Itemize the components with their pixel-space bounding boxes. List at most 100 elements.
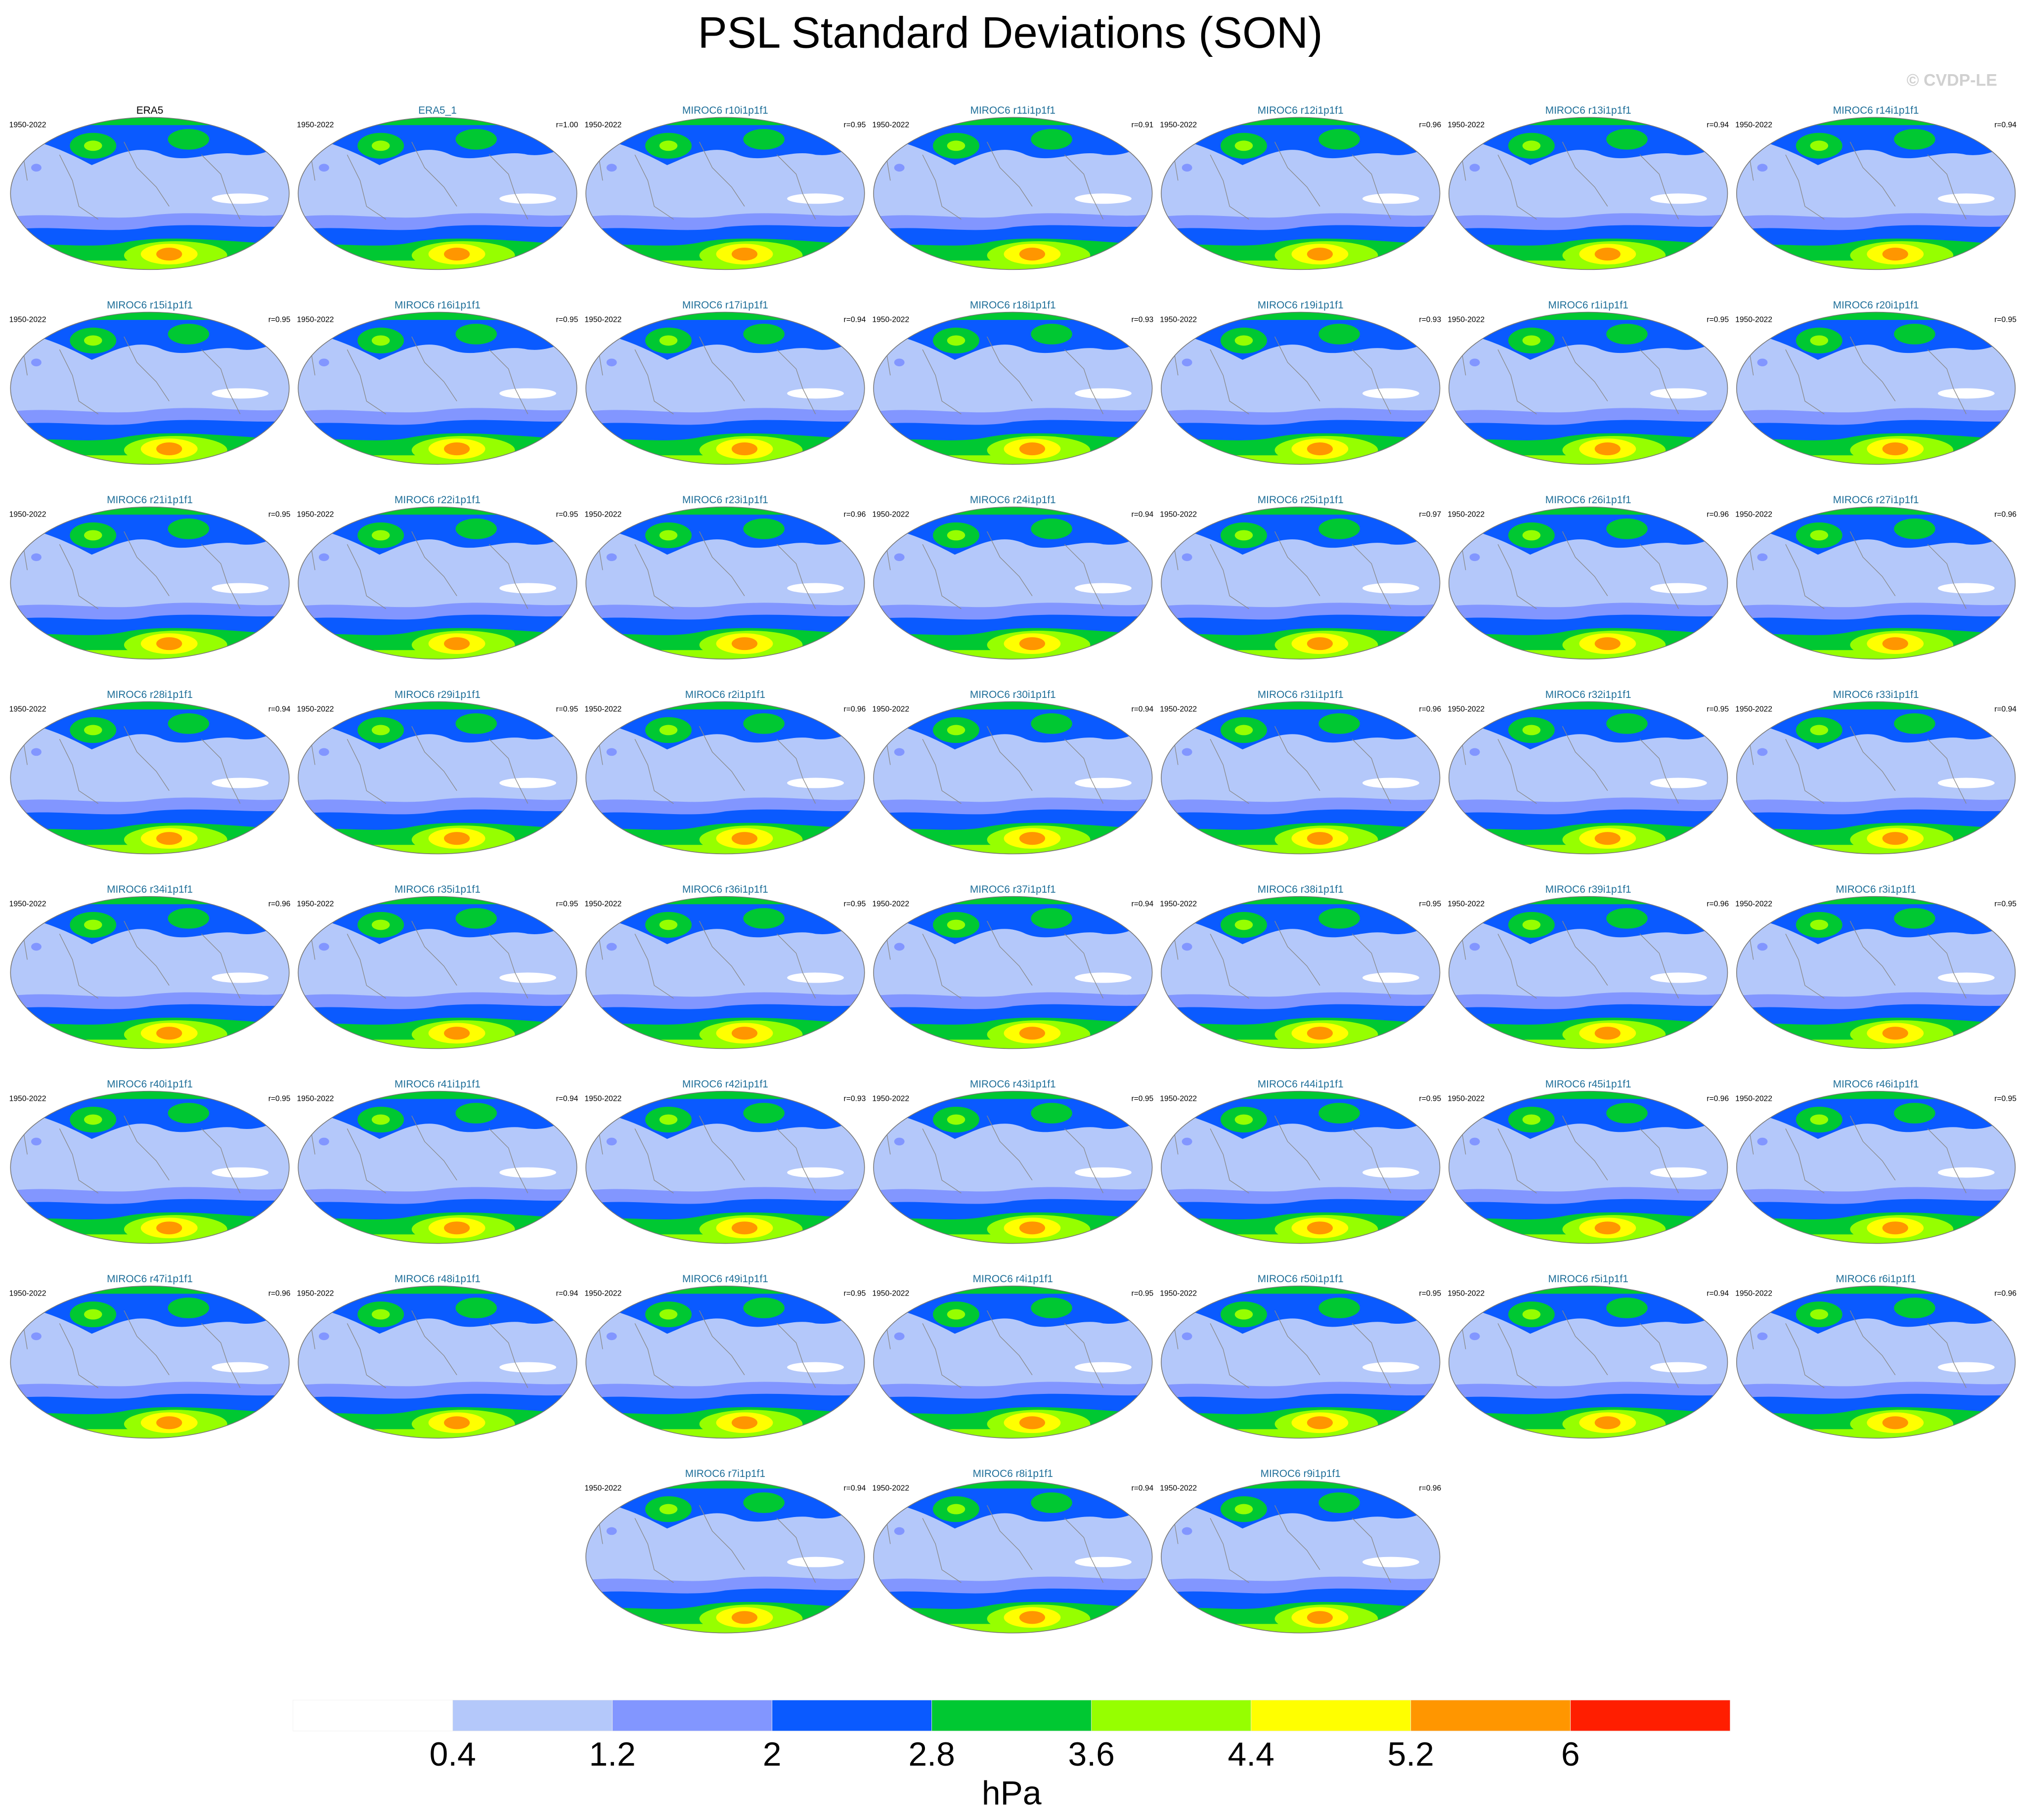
map — [1737, 1286, 2016, 1440]
panel-period: 1950-2022 — [1735, 705, 1772, 713]
panel: MIROC6 r24i1p1f1 1950-2022 r=0.94 — [872, 494, 1154, 660]
panel: MIROC6 r27i1p1f1 1950-2022 r=0.96 — [1735, 494, 2017, 660]
panel-period: 1950-2022 — [1160, 705, 1197, 713]
map — [1161, 1481, 1440, 1635]
map — [1737, 507, 2016, 661]
map — [10, 507, 289, 661]
panel-title: MIROC6 r48i1p1f1 — [395, 1273, 481, 1285]
panel: MIROC6 r40i1p1f1 1950-2022 r=0.95 — [9, 1079, 291, 1245]
panel-title: MIROC6 r9i1p1f1 — [1261, 1468, 1341, 1479]
panel-title: MIROC6 r47i1p1f1 — [107, 1273, 193, 1285]
map — [10, 897, 289, 1050]
map — [298, 507, 577, 661]
panel-r: r=0.96 — [1994, 510, 2017, 519]
panel-r: r=0.95 — [268, 315, 291, 324]
panel-period: 1950-2022 — [297, 705, 334, 713]
map — [586, 117, 865, 271]
panel-period: 1950-2022 — [9, 1289, 46, 1298]
map — [1161, 1091, 1440, 1245]
panel: MIROC6 r5i1p1f1 1950-2022 r=0.94 — [1448, 1273, 1729, 1439]
panel-r: r=0.95 — [1419, 1289, 1441, 1298]
panel: MIROC6 r49i1p1f1 1950-2022 r=0.95 — [584, 1273, 866, 1439]
panel: MIROC6 r21i1p1f1 1950-2022 r=0.95 — [9, 494, 291, 660]
panel-title: MIROC6 r23i1p1f1 — [682, 494, 768, 506]
panel-r: r=0.96 — [844, 705, 866, 713]
panel-title: MIROC6 r1i1p1f1 — [1548, 300, 1628, 311]
map — [298, 117, 577, 271]
panel-title: MIROC6 r2i1p1f1 — [685, 689, 765, 700]
map — [1161, 117, 1440, 271]
panel-r: r=0.95 — [268, 510, 291, 519]
map — [874, 312, 1152, 466]
panel: MIROC6 r22i1p1f1 1950-2022 r=0.95 — [297, 494, 578, 660]
panel-period: 1950-2022 — [9, 1094, 46, 1103]
panel-r: r=0.95 — [1994, 1094, 2017, 1103]
panel-period: 1950-2022 — [872, 510, 909, 519]
panel-title: MIROC6 r15i1p1f1 — [107, 300, 193, 311]
panel-r: r=0.96 — [844, 510, 866, 519]
panel-r: r=0.95 — [556, 900, 578, 908]
map — [1161, 507, 1440, 661]
panel-title: MIROC6 r7i1p1f1 — [685, 1468, 765, 1479]
panel-title: MIROC6 r39i1p1f1 — [1545, 884, 1631, 895]
panel-period: 1950-2022 — [584, 705, 621, 713]
panel: MIROC6 r29i1p1f1 1950-2022 r=0.95 — [297, 689, 578, 855]
map — [10, 117, 289, 271]
map — [874, 1481, 1152, 1635]
map — [1737, 117, 2016, 271]
panel-r: r=0.95 — [556, 510, 578, 519]
panel-title: MIROC6 r42i1p1f1 — [682, 1079, 768, 1090]
panel: MIROC6 r25i1p1f1 1950-2022 r=0.97 — [1160, 494, 1441, 660]
panel-period: 1950-2022 — [872, 1094, 909, 1103]
panel-period: 1950-2022 — [1735, 315, 1772, 324]
panel-title: MIROC6 r25i1p1f1 — [1258, 494, 1344, 506]
panel-r: r=0.94 — [1131, 705, 1153, 713]
panel-r: r=0.94 — [844, 1484, 866, 1493]
panel-period: 1950-2022 — [297, 315, 334, 324]
panel-period: 1950-2022 — [584, 900, 621, 908]
map — [1161, 1286, 1440, 1440]
panel-title: MIROC6 r26i1p1f1 — [1545, 494, 1631, 506]
panel-period: 1950-2022 — [9, 315, 46, 324]
panel-r: r=0.95 — [1419, 900, 1441, 908]
panel-title: MIROC6 r3i1p1f1 — [1836, 884, 1916, 895]
panel-title: MIROC6 r12i1p1f1 — [1258, 105, 1344, 116]
panel-r: r=0.96 — [1707, 1094, 1729, 1103]
map — [586, 1091, 865, 1245]
color-box — [612, 1699, 773, 1732]
panel-r: r=0.93 — [1131, 315, 1153, 324]
map — [1449, 897, 1728, 1050]
panel-r: r=0.95 — [1131, 1289, 1153, 1298]
panel-period: 1950-2022 — [1160, 1484, 1197, 1493]
map — [586, 1286, 865, 1440]
panel-period: 1950-2022 — [1448, 315, 1485, 324]
color-box — [931, 1699, 1092, 1732]
panel: MIROC6 r12i1p1f1 1950-2022 r=0.96 — [1160, 105, 1441, 271]
panel-title: MIROC6 r38i1p1f1 — [1258, 884, 1344, 895]
colorbar-label: 0.4 — [430, 1736, 476, 1773]
panel-r: r=0.95 — [1419, 1094, 1441, 1103]
panel-period: 1950-2022 — [9, 705, 46, 713]
map — [10, 312, 289, 466]
panel: MIROC6 r3i1p1f1 1950-2022 r=0.95 — [1735, 884, 2017, 1050]
panel-period: 1950-2022 — [1160, 900, 1197, 908]
map — [1449, 312, 1728, 466]
map — [874, 702, 1152, 856]
color-box — [1570, 1699, 1731, 1732]
panel-r: r=0.94 — [1707, 121, 1729, 129]
panel: MIROC6 r38i1p1f1 1950-2022 r=0.95 — [1160, 884, 1441, 1050]
map — [874, 1091, 1152, 1245]
panel-r: r=0.94 — [268, 705, 291, 713]
map — [298, 1286, 577, 1440]
panel-title: MIROC6 r16i1p1f1 — [395, 300, 481, 311]
panel-r: r=0.96 — [268, 900, 291, 908]
panel: MIROC6 r39i1p1f1 1950-2022 r=0.96 — [1448, 884, 1729, 1050]
panel-period: 1950-2022 — [1448, 1094, 1485, 1103]
panel: ERA5_1 1950-2022 r=1.00 — [297, 105, 578, 271]
panel-period: 1950-2022 — [297, 900, 334, 908]
panel-title: MIROC6 r6i1p1f1 — [1836, 1273, 1916, 1285]
panel-r: r=0.95 — [844, 121, 866, 129]
map — [10, 1286, 289, 1440]
panel: MIROC6 r6i1p1f1 1950-2022 r=0.96 — [1735, 1273, 2017, 1439]
panel-r: r=0.93 — [1419, 315, 1441, 324]
